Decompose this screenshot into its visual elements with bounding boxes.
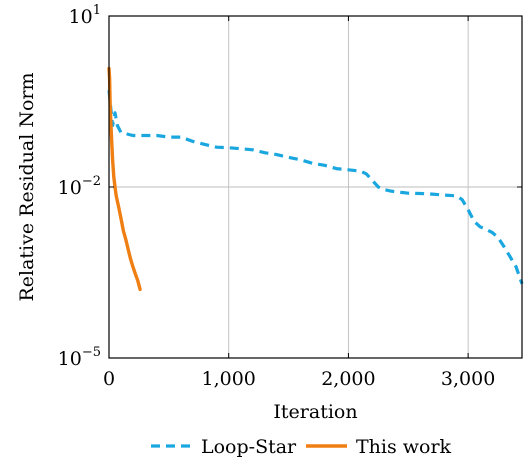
legend-label: Loop-Star [201, 436, 297, 458]
legend: Loop-Star This work [151, 436, 452, 458]
legend-label: This work [356, 436, 452, 458]
ticks: 0 1,000 2,000 3,000 10−5 10−2 101 [58, 3, 522, 390]
x-axis-title: Iteration [273, 401, 357, 423]
y-tick-label: 10−2 [58, 174, 101, 199]
grid [109, 16, 522, 358]
series-layer [107, 66, 524, 292]
series-line-1 [107, 66, 142, 292]
y-tick-label: 101 [69, 3, 101, 28]
x-tick-label: 2,000 [321, 368, 375, 390]
x-tick-label: 0 [103, 368, 115, 390]
y-axis-title: Relative Residual Norm [16, 72, 38, 301]
x-tick-label: 3,000 [441, 368, 495, 390]
series-line-0 [107, 90, 524, 285]
x-tick-label: 1,000 [202, 368, 256, 390]
y-tick-label: 10−5 [58, 345, 101, 370]
